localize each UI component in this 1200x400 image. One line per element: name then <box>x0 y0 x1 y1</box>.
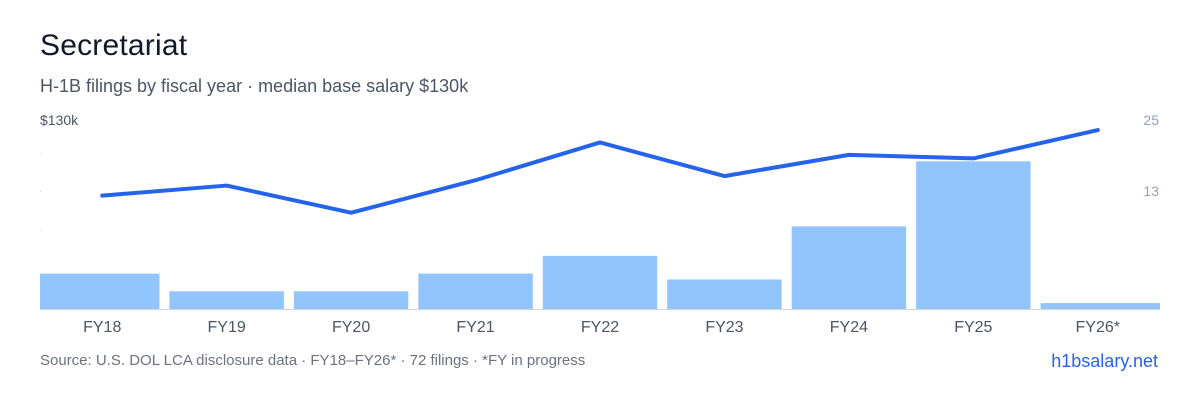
x-tick-labels: FY18 FY19 FY20 FY21 FY22 FY23 FY24 FY25 FY26* <box>83 319 1120 336</box>
x-tick-label: FY19 <box>208 319 246 336</box>
bar-fy21 <box>418 273 533 309</box>
chart-subtitle: H-1B filings by fiscal year · median bas… <box>40 76 469 96</box>
bar-fy18 <box>40 273 160 309</box>
site-link[interactable]: h1bsalary.net <box>1051 351 1158 371</box>
left-axis: $130k <box>40 112 79 231</box>
x-tick-label: FY18 <box>83 319 121 336</box>
chart-title: Secretariat <box>40 29 188 62</box>
salary-line-group <box>100 128 1100 215</box>
left-tick-mark <box>40 153 41 154</box>
left-tick-mark <box>40 191 41 192</box>
source-note: Source: U.S. DOL LCA disclosure data · F… <box>40 352 586 369</box>
left-axis-label: $130k <box>40 112 79 128</box>
left-tick-mark <box>40 230 41 231</box>
x-tick-label: FY23 <box>705 319 743 336</box>
x-tick-label: FY24 <box>830 319 868 336</box>
bar-fy24 <box>791 226 907 309</box>
bar-fy25 <box>916 161 1031 309</box>
x-tick-label: FY20 <box>332 319 370 336</box>
x-tick-label: FY22 <box>581 319 619 336</box>
right-tick-label: 25 <box>1143 112 1159 128</box>
bar-fy19 <box>169 291 284 309</box>
bar-fy23 <box>667 279 782 309</box>
bar-fy22 <box>542 255 658 309</box>
bar-fy26-star <box>1040 303 1160 309</box>
x-tick-label: FY21 <box>456 319 494 336</box>
bars-group <box>40 161 1160 309</box>
bar-fy20 <box>293 291 409 309</box>
right-axis: 25 13 <box>1143 112 1159 199</box>
x-tick-label: FY25 <box>954 319 992 336</box>
x-tick-label: FY26* <box>1076 319 1120 336</box>
right-tick-label: 13 <box>1143 183 1159 199</box>
